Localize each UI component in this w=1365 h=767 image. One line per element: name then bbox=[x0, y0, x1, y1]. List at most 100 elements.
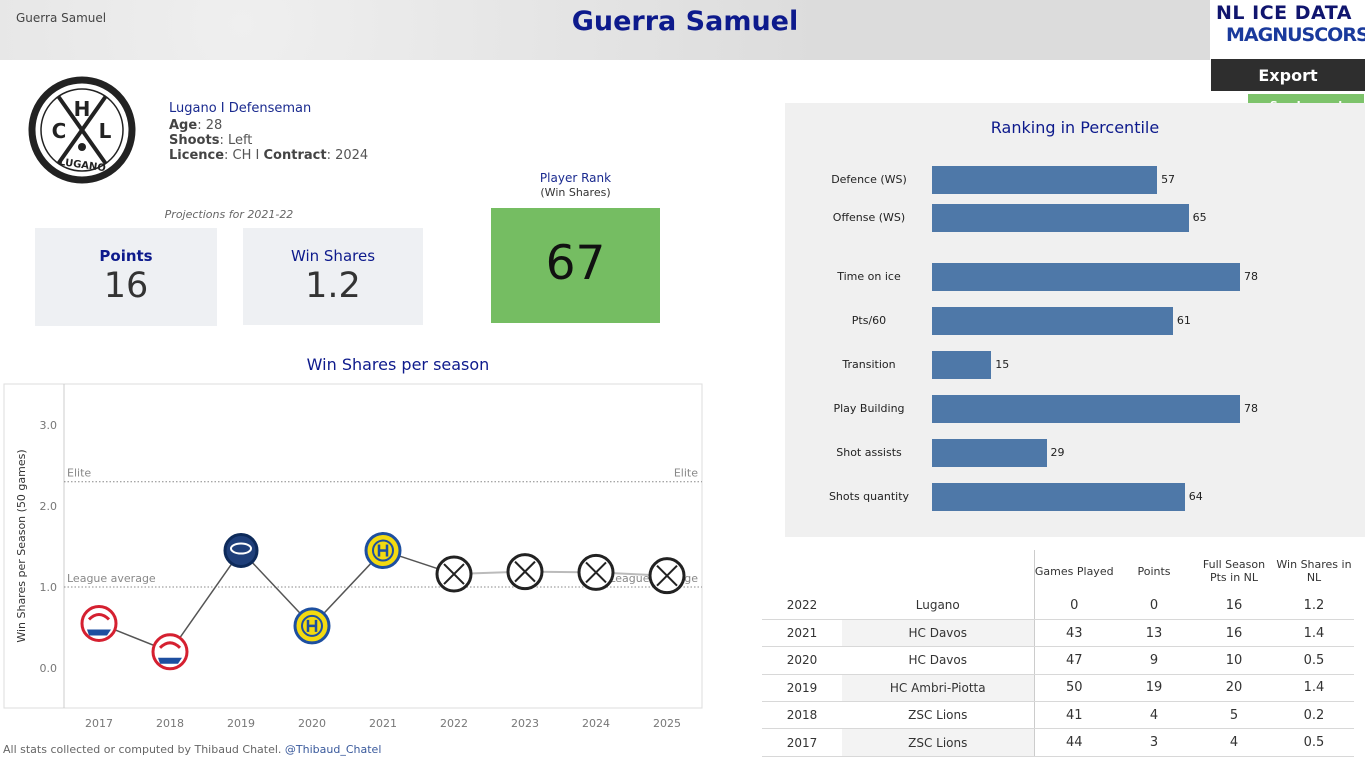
ranking-bar bbox=[932, 204, 1189, 232]
ranking-bar bbox=[932, 439, 1047, 467]
cell-full-season-pts: 4 bbox=[1194, 728, 1274, 757]
logo-letter-c: C bbox=[52, 119, 67, 143]
header-year bbox=[762, 550, 842, 592]
win-shares-title: Win Shares bbox=[290, 247, 376, 265]
cell-win-shares: 0.2 bbox=[1274, 701, 1354, 730]
x-tick-label: 2018 bbox=[156, 717, 184, 730]
header-banner bbox=[0, 0, 1210, 60]
cell-points: 19 bbox=[1114, 674, 1194, 703]
cell-full-season-pts: 20 bbox=[1194, 674, 1274, 703]
table-row: 2022 Lugano 0 0 16 1.2 bbox=[762, 592, 1354, 620]
ranking-value: 78 bbox=[1244, 402, 1258, 415]
ranking-value: 29 bbox=[1050, 446, 1065, 459]
cell-team: ZSC Lions bbox=[842, 728, 1034, 757]
ranking-label: Play Building bbox=[833, 402, 905, 415]
ranking-value: 64 bbox=[1188, 490, 1203, 503]
win-shares-chart-title: Win Shares per season bbox=[306, 355, 490, 374]
cell-games-played: 41 bbox=[1033, 701, 1114, 730]
reference-label-left: Elite bbox=[67, 467, 91, 480]
badge-ring-icon bbox=[372, 539, 394, 562]
logo-letter-h: H bbox=[74, 97, 91, 121]
table-header-row: Games Played Points Full Season Pts in N… bbox=[762, 550, 1354, 592]
y-tick-label: 0.0 bbox=[40, 662, 58, 675]
header-team bbox=[842, 550, 1034, 592]
player-rank-box bbox=[491, 208, 660, 323]
table-row: 2018 ZSC Lions 41 4 5 0.2 bbox=[762, 701, 1354, 730]
ranking-label: Transition bbox=[842, 358, 896, 371]
cell-points: 3 bbox=[1114, 728, 1194, 757]
footer-twitter-link[interactable]: @Thibaud_Chatel bbox=[284, 743, 382, 756]
x-tick-label: 2022 bbox=[440, 717, 468, 730]
cell-year: 2020 bbox=[762, 646, 842, 675]
badge-zsc-icon bbox=[87, 629, 111, 636]
cell-full-season-pts: 16 bbox=[1194, 619, 1274, 648]
y-tick-label: 1.0 bbox=[40, 581, 58, 594]
x-tick-label: 2024 bbox=[582, 717, 610, 730]
cell-full-season-pts: 16 bbox=[1194, 592, 1274, 620]
badge-ring-icon bbox=[301, 614, 323, 637]
cell-games-played: 0 bbox=[1033, 592, 1114, 620]
reference-label-right: Elite bbox=[674, 467, 698, 480]
cell-team: Lugano bbox=[842, 592, 1034, 620]
shoots-line: Shoots: Left bbox=[169, 133, 252, 148]
player-rank-sublabel: (Win Shares) bbox=[540, 186, 611, 199]
cell-games-played: 43 bbox=[1033, 619, 1114, 648]
reference-label-left: League average bbox=[67, 572, 156, 585]
table-row: 2017 ZSC Lions 44 3 4 0.5 bbox=[762, 728, 1354, 757]
nl-ice-data-logo bbox=[1210, 0, 1365, 58]
ranking-label: Pts/60 bbox=[851, 314, 887, 327]
season-stats-table: Games Played Points Full Season Pts in N… bbox=[762, 550, 1354, 757]
cell-full-season-pts: 5 bbox=[1194, 701, 1274, 730]
export-button[interactable]: Export bbox=[1211, 59, 1365, 91]
cell-year: 2017 bbox=[762, 728, 842, 757]
cell-team: ZSC Lions bbox=[842, 701, 1034, 730]
ranking-bar bbox=[932, 483, 1185, 511]
header-win-shares: Win Shares in NL bbox=[1276, 558, 1352, 584]
cell-full-season-pts: 10 bbox=[1194, 646, 1274, 675]
y-tick-label: 2.0 bbox=[40, 500, 58, 513]
contract-label: Contract bbox=[263, 148, 327, 163]
cell-games-played: 47 bbox=[1033, 646, 1114, 675]
player-rank-value: 67 bbox=[545, 236, 606, 291]
logo-letter-l: L bbox=[99, 119, 112, 143]
x-tick-label: 2019 bbox=[227, 717, 255, 730]
cell-points: 13 bbox=[1114, 619, 1194, 648]
cell-win-shares: 1.4 bbox=[1274, 619, 1354, 648]
ranking-bar bbox=[932, 166, 1158, 194]
ranking-value: 61 bbox=[1176, 314, 1191, 327]
ranking-value: 57 bbox=[1161, 173, 1176, 186]
y-axis-label: Win Shares per Season (50 games) bbox=[15, 449, 28, 642]
header-points: Points bbox=[1137, 564, 1171, 578]
banner-player-name: Guerra Samuel bbox=[16, 11, 107, 25]
win-shares-card: Win Shares 1.2 bbox=[243, 228, 423, 325]
player-rank-label: Player Rank bbox=[539, 171, 612, 185]
logo-text-secondary: MAGNUSCORSI bbox=[1226, 24, 1365, 46]
cell-year: 2018 bbox=[762, 701, 842, 730]
shoots-value: : Left bbox=[219, 133, 253, 148]
points-card: Points 16 bbox=[35, 228, 217, 326]
footer-text: All stats collected or computed by Thiba… bbox=[3, 743, 285, 756]
age-label: Age bbox=[169, 118, 198, 133]
y-tick-label: 3.0 bbox=[40, 419, 58, 432]
ranking-value: 65 bbox=[1192, 211, 1207, 224]
cell-games-played: 50 bbox=[1033, 674, 1114, 703]
x-tick-label: 2025 bbox=[653, 717, 681, 730]
ranking-bar bbox=[932, 395, 1240, 423]
badge-stick-icon bbox=[585, 561, 607, 584]
cell-points: 0 bbox=[1114, 592, 1194, 620]
x-tick-label: 2017 bbox=[85, 717, 113, 730]
page-title: Guerra Samuel bbox=[571, 6, 799, 37]
cell-year: 2021 bbox=[762, 619, 842, 648]
series-line bbox=[98, 549, 455, 653]
win-shares-chart: 0.0 1.0 2.0 3.0 Win Shares per Season (50 ga… bbox=[3, 383, 703, 730]
projection-line bbox=[453, 570, 668, 577]
shoots-label: Shoots bbox=[169, 133, 220, 148]
contract-value: : 2024 bbox=[326, 148, 369, 163]
x-tick-label: 2020 bbox=[298, 717, 326, 730]
cell-team: HC Davos bbox=[842, 619, 1034, 648]
points-title: Points bbox=[99, 247, 153, 265]
ranking-label: Offense (WS) bbox=[832, 211, 906, 224]
ranking-label: Shots quantity bbox=[828, 490, 910, 503]
table-row: 2020 HC Davos 47 9 10 0.5 bbox=[762, 646, 1354, 675]
age-value: : 28 bbox=[197, 118, 223, 133]
